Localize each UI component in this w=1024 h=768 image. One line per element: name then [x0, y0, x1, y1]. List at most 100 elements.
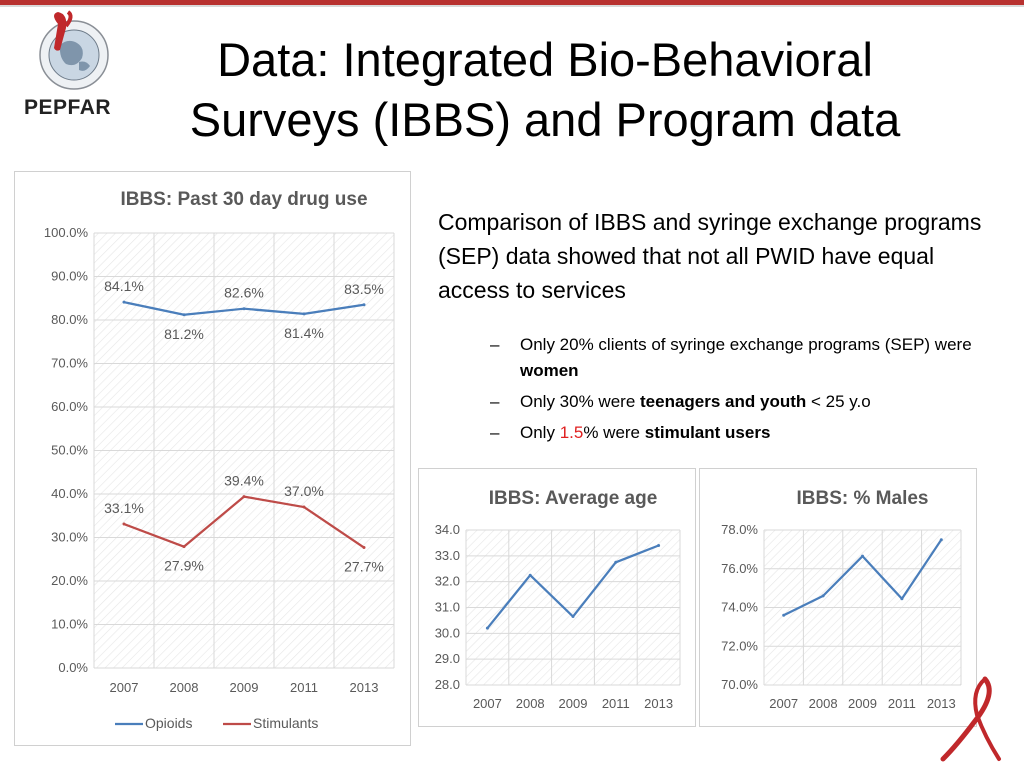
- legend-label: Opioids: [145, 715, 192, 731]
- data-point: [242, 307, 246, 311]
- y-tick-label: 72.0%: [721, 638, 758, 653]
- bullet-text-mid: % were: [583, 423, 645, 442]
- data-point: [302, 505, 306, 509]
- data-label: 27.9%: [164, 558, 204, 574]
- top-accent-shadow: [0, 5, 1024, 7]
- y-tick-label: 33.0: [435, 548, 460, 563]
- y-tick-label: 40.0%: [51, 486, 88, 501]
- data-point: [861, 554, 864, 558]
- bullet-text: Only 30% were: [520, 392, 640, 411]
- logo-text: PEPFAR: [24, 96, 112, 119]
- chart-panel-drug-use: IBBS: Past 30 day drug use 0.0% 10.0% 20.0%…: [14, 171, 411, 746]
- x-tick-label: 2008: [516, 696, 545, 711]
- title-line-2: Surveys (IBBS) and Program data: [189, 93, 901, 146]
- chart-title: IBBS: Past 30 day drug use: [120, 189, 367, 210]
- y-tick-label: 74.0%: [721, 600, 758, 615]
- data-point: [614, 560, 618, 564]
- bullet-dash: –: [490, 335, 500, 354]
- y-tick-label: 100.0%: [44, 225, 89, 240]
- y-tick-label: 31.0: [435, 600, 460, 615]
- page-title: Data: Integrated Bio-Behavioral Surveys …: [150, 30, 940, 150]
- y-tick-label: 28.0: [435, 677, 460, 692]
- x-tick-label: 2013: [350, 680, 379, 695]
- y-tick-label: 50.0%: [51, 443, 88, 458]
- x-tick-label: 2011: [290, 680, 318, 695]
- bullet-bold-text: stimulant users: [644, 423, 771, 442]
- bullet-text: Only 20% clients of syringe exchange pro…: [520, 335, 972, 354]
- data-label: 81.2%: [164, 326, 204, 342]
- y-tick-label: 30.0: [435, 625, 460, 640]
- bullet-dash: –: [490, 423, 500, 442]
- y-tick-label: 34.0: [435, 522, 460, 537]
- chart-panel-average-age: IBBS: Average age 28.0 29.0 30.0 31.0 32.0 33.…: [418, 468, 696, 727]
- highlight-value: 1.5: [559, 423, 584, 442]
- x-tick-label: 2013: [927, 696, 956, 711]
- chart-title: IBBS: Average age: [489, 488, 658, 509]
- data-point: [485, 626, 489, 630]
- data-point: [182, 545, 186, 549]
- y-tick-label: 32.0: [435, 574, 460, 589]
- data-point: [900, 597, 904, 601]
- y-tick-label: 78.0%: [721, 522, 758, 537]
- data-label: 37.0%: [284, 483, 324, 499]
- average-age-chart: IBBS: Average age 28.0 29.0 30.0 31.0 32.0 33.…: [435, 488, 681, 711]
- drug-use-chart: IBBS: Past 30 day drug use 0.0% 10.0% 20.0%…: [44, 189, 395, 731]
- data-point: [242, 495, 246, 499]
- data-point: [939, 538, 943, 542]
- bullet-item-stimulants: – Only 1.5% were stimulant users: [490, 420, 980, 446]
- x-tick-label: 2011: [602, 696, 630, 711]
- x-tick-label: 2011: [888, 696, 916, 711]
- bullet-item-youth: – Only 30% were teenagers and youth < 25…: [490, 389, 980, 415]
- data-point: [122, 522, 126, 526]
- bullet-item-women: – Only 20% clients of syringe exchange p…: [490, 332, 980, 384]
- data-label: 81.4%: [284, 325, 324, 341]
- bullet-text: Only: [520, 423, 560, 442]
- data-point: [821, 594, 825, 598]
- y-tick-label: 20.0%: [51, 573, 88, 588]
- x-tick-label: 2008: [809, 696, 838, 711]
- data-point: [302, 312, 306, 316]
- x-tick-label: 2007: [473, 696, 502, 711]
- bullet-text-end: < 25 y.o: [806, 392, 871, 411]
- top-accent-bar: [0, 0, 1024, 5]
- globe-seal-icon: [39, 10, 109, 90]
- y-tick-label: 90.0%: [51, 269, 88, 284]
- x-tick-label: 2009: [559, 696, 588, 711]
- bullet-bold-text: women: [520, 361, 579, 380]
- data-point: [182, 313, 186, 317]
- data-label: 83.5%: [344, 281, 384, 297]
- y-tick-label: 29.0: [435, 651, 460, 666]
- y-tick-label: 70.0%: [721, 677, 758, 692]
- data-point: [362, 303, 366, 307]
- y-tick-label: 30.0%: [51, 530, 88, 545]
- x-tick-label: 2013: [644, 696, 673, 711]
- description-text: Comparison of IBBS and syringe exchange …: [438, 209, 982, 303]
- males-chart: IBBS: % Males 70.0% 72.0% 74.0% 76.0% 78.0% 20…: [721, 488, 962, 711]
- title-line-1: Data: Integrated Bio-Behavioral: [217, 33, 873, 86]
- data-label: 84.1%: [104, 278, 144, 294]
- y-tick-label: 70.0%: [51, 356, 88, 371]
- legend-label: Stimulants: [253, 715, 318, 731]
- y-tick-label: 76.0%: [721, 561, 758, 576]
- data-point: [528, 573, 532, 577]
- data-point: [657, 544, 661, 547]
- bullet-list: – Only 20% clients of syringe exchange p…: [490, 332, 980, 451]
- x-tick-label: 2007: [110, 680, 139, 695]
- data-point: [362, 546, 366, 550]
- data-label: 33.1%: [104, 500, 144, 516]
- data-label: 39.4%: [224, 473, 264, 489]
- data-label: 82.6%: [224, 285, 264, 301]
- red-ribbon-icon: [940, 676, 1001, 762]
- data-point: [782, 613, 786, 617]
- x-tick-label: 2007: [769, 696, 798, 711]
- x-tick-label: 2009: [230, 680, 259, 695]
- y-tick-label: 10.0%: [51, 617, 88, 632]
- chart-title: IBBS: % Males: [797, 488, 929, 509]
- y-tick-label: 60.0%: [51, 399, 88, 414]
- x-tick-label: 2009: [848, 696, 877, 711]
- data-point: [571, 615, 575, 619]
- y-tick-label: 0.0%: [58, 660, 88, 675]
- y-tick-label: 80.0%: [51, 312, 88, 327]
- data-point: [122, 300, 126, 304]
- x-tick-label: 2008: [170, 680, 199, 695]
